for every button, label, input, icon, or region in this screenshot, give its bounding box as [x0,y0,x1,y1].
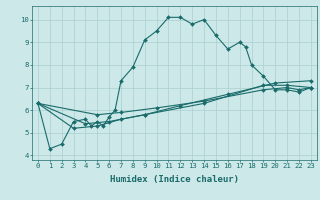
X-axis label: Humidex (Indice chaleur): Humidex (Indice chaleur) [110,175,239,184]
